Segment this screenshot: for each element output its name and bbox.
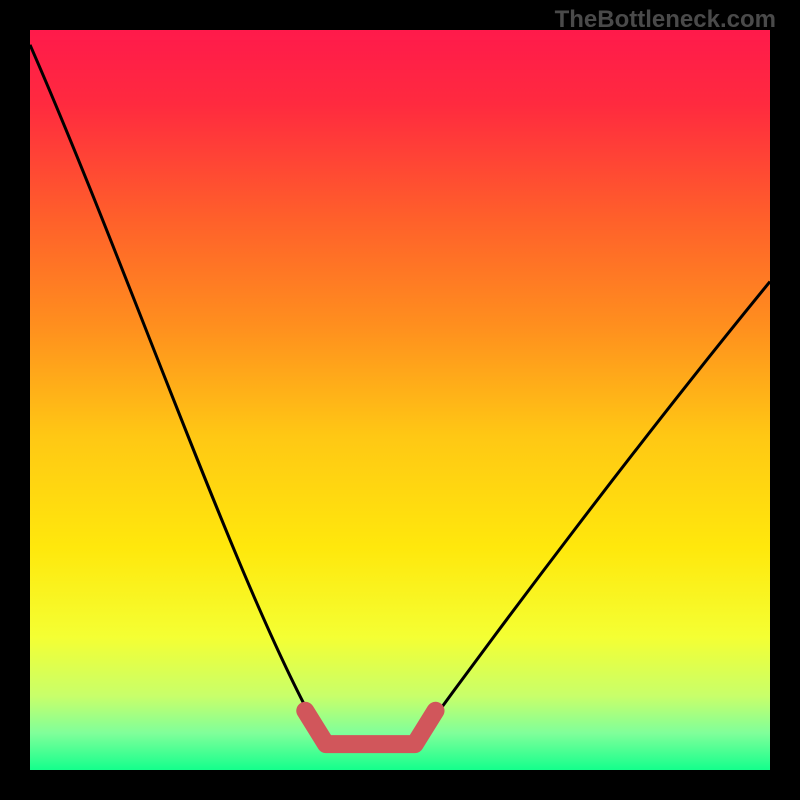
gradient-background bbox=[30, 30, 770, 770]
watermark-text: TheBottleneck.com bbox=[555, 6, 776, 34]
chart-stage: TheBottleneck.com bbox=[0, 0, 800, 800]
bottleneck-chart bbox=[0, 0, 800, 800]
